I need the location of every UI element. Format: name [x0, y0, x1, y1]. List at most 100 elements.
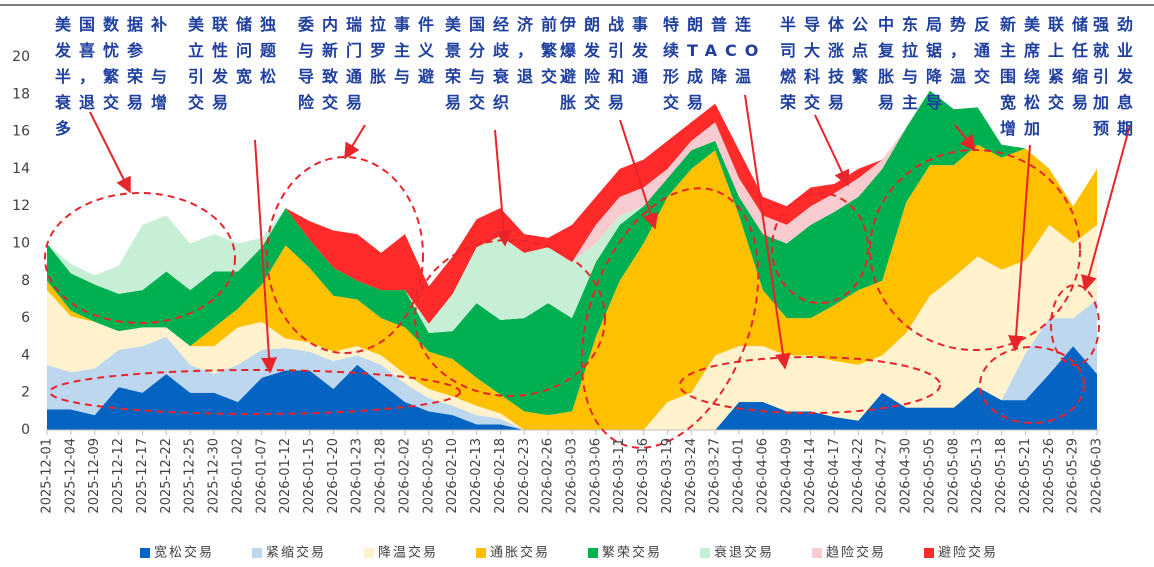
legend-swatch — [588, 548, 598, 558]
y-tick-label: 0 — [21, 422, 30, 438]
ellipse — [266, 156, 424, 354]
x-tick-label: 2026-03-19 — [660, 438, 675, 514]
x-tick-label: 2025-12-12 — [111, 438, 126, 514]
y-tick-label: 2 — [21, 385, 30, 401]
x-tick-label: 2026-04-06 — [755, 438, 770, 514]
area — [47, 144, 1097, 430]
x-tick-label: 2026-05-13 — [970, 438, 985, 514]
arrow — [954, 124, 976, 152]
x-tick-label: 2026-03-06 — [588, 438, 603, 514]
arrow — [1008, 144, 1031, 352]
x-tick-label: 2026-05-18 — [994, 438, 1009, 514]
legend-label: 繁荣交易 — [602, 545, 662, 561]
legend-swatch — [700, 548, 710, 558]
x-tick-label: 2026-03-24 — [684, 438, 699, 514]
area — [47, 224, 1097, 430]
x-tick-label: 2026-01-15 — [302, 438, 317, 514]
legend-swatch — [140, 548, 150, 558]
annotation: 强劲就业引发加息预期 — [1093, 15, 1142, 138]
x-tick-label: 2026-02-13 — [469, 438, 484, 514]
ellipse — [1050, 284, 1100, 366]
arrow — [494, 129, 512, 247]
x-tick-label: 2026-04-01 — [732, 438, 747, 514]
x-tick-label: 2026-04-09 — [779, 438, 794, 514]
legend-label: 趋险交易 — [826, 545, 886, 561]
x-tick-label: 2026-03-16 — [636, 438, 651, 514]
x-tick-label: 2025-12-04 — [63, 438, 78, 514]
legend-label: 衰退交易 — [714, 545, 774, 561]
annotation: 伊朗战事爆发引发避险和通胀交易 — [560, 15, 657, 112]
x-tick-label: 2026-02-02 — [397, 438, 412, 514]
legend-swatch — [476, 548, 486, 558]
annotation: 半导体公司大涨点燃科技繁荣交易 — [780, 15, 877, 112]
legend-label: 宽松交易 — [154, 545, 214, 561]
ellipse — [414, 239, 606, 397]
x-tick-label: 2026-04-30 — [899, 438, 914, 514]
annotation: 中东局势反复拉锯，通胀与降温交易主导 — [878, 15, 999, 112]
x-tick-label: 2026-04-27 — [875, 438, 890, 514]
arrow — [814, 114, 850, 187]
y-tick-label: 14 — [12, 161, 30, 177]
y-tick-label: 12 — [12, 198, 30, 214]
y-tick-label: 18 — [12, 86, 30, 102]
legend-swatch — [364, 548, 374, 558]
legend-label: 避险交易 — [938, 545, 998, 561]
y-tick-label: 6 — [21, 310, 30, 326]
x-tick-label: 2026-05-26 — [1042, 438, 1057, 514]
x-tick-label: 2025-12-17 — [135, 438, 150, 514]
ellipses — [44, 149, 1100, 449]
ellipse — [44, 192, 236, 324]
area — [47, 346, 1097, 430]
legend-swatch — [812, 548, 822, 558]
x-tick-label: 2026-05-29 — [1066, 438, 1081, 514]
ellipse — [679, 356, 941, 414]
annotation: 特朗普连续TACO 形成降温交易 — [663, 15, 767, 112]
x-tick-label: 2026-02-23 — [517, 438, 532, 514]
x-tick-label: 2025-12-01 — [40, 438, 55, 514]
x-tick-label: 2026-02-26 — [541, 438, 556, 514]
legend-label: 通胀交易 — [490, 545, 550, 561]
x-tick-label: 2026-01-20 — [326, 438, 341, 514]
x-tick-label: 2026-03-03 — [565, 438, 580, 514]
arrows — [89, 94, 1131, 374]
x-tick-label: 2026-06-03 — [1090, 438, 1105, 514]
legend-label: 紧缩交易 — [266, 545, 326, 561]
arrow — [1081, 124, 1131, 292]
x-tick-label: 2026-01-23 — [350, 438, 365, 514]
y-tick-label: 16 — [12, 124, 30, 140]
y-tick-label: 10 — [12, 236, 30, 252]
x-tick-label: 2026-02-10 — [445, 438, 460, 514]
y-tick-label: 4 — [21, 347, 30, 363]
x-tick-label: 2026-05-05 — [922, 438, 937, 514]
x-tick-label: 2025-12-09 — [87, 438, 102, 514]
x-tick-label: 2026-02-18 — [493, 438, 508, 514]
annotation: 美联储独立性问题引发宽松交易 — [188, 15, 285, 112]
area — [47, 90, 1097, 334]
legend-swatch — [252, 548, 262, 558]
x-tick-label: 2026-04-17 — [827, 438, 842, 514]
x-tick-label: 2026-01-12 — [278, 438, 293, 514]
y-tick-label: 8 — [21, 273, 30, 289]
annotation: 美国经济前景分歧，繁荣与衰退交易交织 — [445, 15, 566, 112]
x-tick-label: 2026-05-21 — [1018, 438, 1033, 514]
arrow — [344, 124, 366, 160]
annotation: 委内瑞拉事件与新门罗主义导致通胀与避险交易 — [298, 15, 443, 112]
x-tick-label: 2025-12-30 — [207, 438, 222, 514]
x-tick-label: 2026-02-05 — [421, 438, 436, 514]
arrow — [744, 94, 791, 370]
x-tick-label: 2025-12-25 — [183, 438, 198, 514]
x-tick-label: 2026-01-28 — [374, 438, 389, 514]
x-tick-label: 2026-03-27 — [708, 438, 723, 514]
x-tick-label: 2026-04-22 — [851, 438, 866, 514]
annotation: 新美联储主席上任围绕紧缩宽松交易增加 — [1000, 15, 1097, 138]
arrow — [619, 119, 659, 230]
annotation: 美国数据补发喜忧参半，繁荣与衰退交易增多 — [55, 15, 176, 138]
x-tick-label: 2025-12-22 — [159, 438, 174, 514]
arrow — [254, 139, 278, 374]
ellipse — [49, 369, 461, 415]
legend-swatch — [924, 548, 934, 558]
legend-label: 降温交易 — [378, 545, 438, 561]
x-tick-label: 2026-01-07 — [254, 438, 269, 514]
